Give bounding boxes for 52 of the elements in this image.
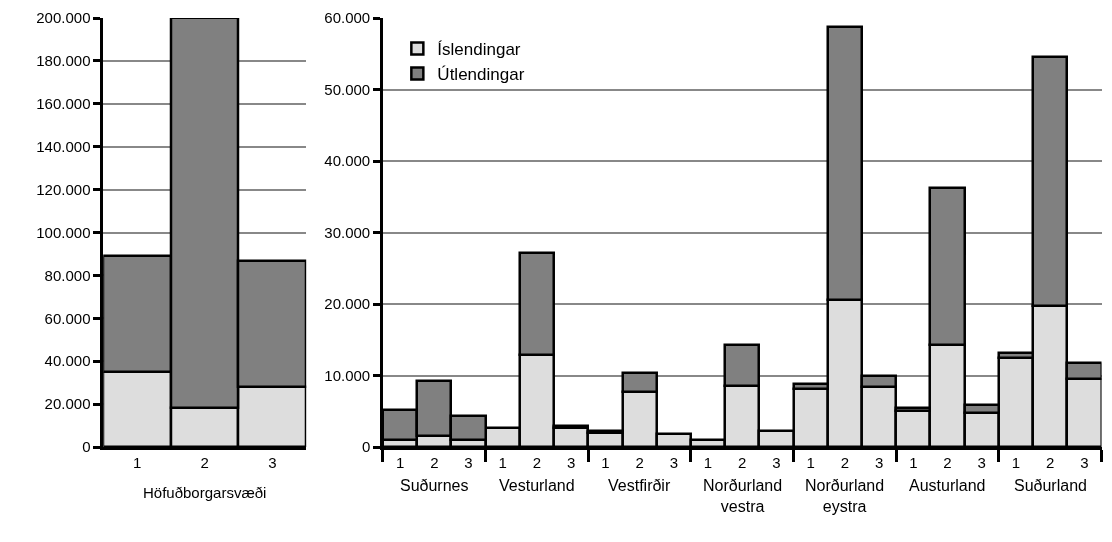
x-tick-label: 1 [132,453,142,471]
text: Austurland [909,477,986,494]
text: Norðurland eystra [805,477,885,515]
x-tick-label: 2 [200,453,209,471]
y-tick-label: 80.000 [44,266,91,284]
x-tick-label: 2 [430,453,439,471]
y-tick-label: 60.000 [324,9,371,27]
x-tick-label: 3 [772,453,781,471]
y-tick-label: 0 [361,438,371,456]
y-tick-label: 120.000 [36,180,91,198]
x-tick-label: 3 [669,453,678,471]
text: Norðurland vestra [703,477,783,515]
x-tick-label: 2 [1046,453,1055,471]
x-axis-title: Höfuðborgarsvæði [143,483,267,501]
x-tick-label: 1 [806,453,815,471]
y-tick-label: 20.000 [324,295,371,313]
text: Suðurnes [400,477,469,494]
y-tick-label: 140.000 [36,137,91,155]
y-tick-label: 100.000 [36,223,91,241]
y-tick-label: 40.000 [324,152,371,170]
y-tick-label: 50.000 [324,80,371,98]
x-tick-label: 3 [268,453,277,471]
y-tick-label: 180.000 [36,52,91,70]
x-tick-label: 3 [977,453,986,471]
x-tick-label: 1 [395,453,405,471]
x-tick-label: 1 [601,453,610,471]
y-tick-label: 30.000 [324,223,371,241]
y-tick-label: 60.000 [44,309,91,327]
x-tick-label: 2 [635,453,644,471]
x-tick-label: 2 [943,453,952,471]
text: Vestfirðir [608,477,671,494]
text: Vesturland [499,477,575,494]
x-tick-label: 3 [567,453,576,471]
text: Suðurland [1014,477,1087,494]
y-tick-label: 40.000 [44,352,91,370]
x-tick-label: 1 [498,453,507,471]
y-tick-label: 0 [82,438,91,456]
x-tick-label: 1 [1011,453,1021,471]
x-tick-label: 1 [909,453,918,471]
legend-label: Útlendingar [437,65,525,85]
x-tick-label: 2 [840,453,850,471]
y-tick-label: 10.000 [324,366,371,384]
x-tick-label: 3 [874,453,884,471]
x-tick-label: 2 [738,453,747,471]
y-tick-label: 200.000 [36,9,91,27]
legend-label: Íslendingar [437,40,521,60]
y-tick-label: 160.000 [36,95,91,113]
x-tick-label: 1 [703,453,713,471]
x-tick-label: 2 [532,453,542,471]
x-tick-label: 3 [1080,453,1089,471]
y-tick-label: 20.000 [44,395,91,413]
x-tick-label: 3 [464,453,473,471]
